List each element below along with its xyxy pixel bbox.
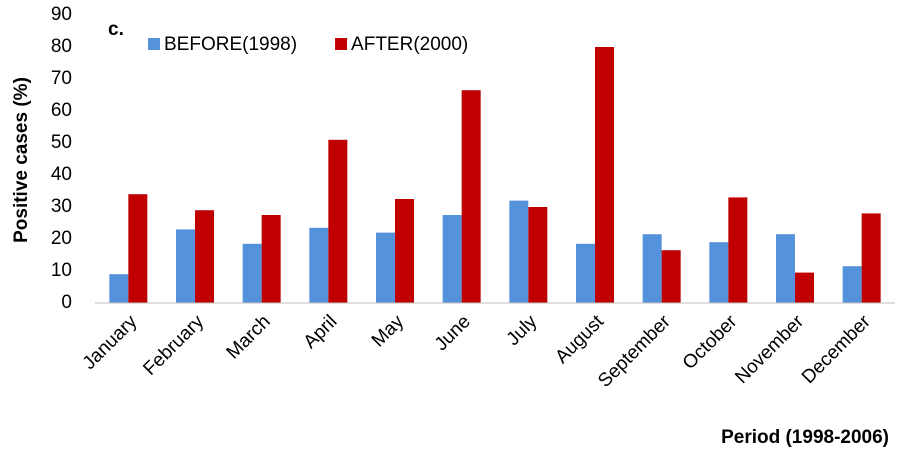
bar [242,243,262,303]
x-tick-label: July [503,311,542,350]
bar [442,215,462,303]
bar [395,199,414,303]
bar [861,213,881,303]
x-tick-label: October [679,311,742,374]
y-axis-label: Positive cases (%) [11,77,32,243]
legend-swatch [148,38,160,50]
y-tick-label: 90 [51,4,72,25]
bar [795,272,814,303]
bar [528,207,548,303]
bar [376,232,395,303]
x-tick-label: September [594,311,675,392]
bar [776,234,795,303]
bar [109,274,129,303]
x-tick-label: August [551,311,608,368]
x-tick-label: April [300,311,342,353]
bar [461,90,481,303]
bar [509,200,529,303]
y-tick-label: 40 [51,164,72,185]
y-tick-label: 10 [51,260,72,281]
x-tick-label: November [731,311,808,388]
bar [309,227,329,303]
y-tick-label: 70 [51,68,72,89]
bar [328,139,348,303]
y-tick-label: 0 [61,292,72,313]
bar [595,47,614,303]
y-tick-label: 80 [51,36,72,57]
bar [842,266,862,303]
x-tick-label: February [139,311,208,380]
legend-swatch [335,38,348,50]
x-tick-label: May [368,311,409,352]
x-tick-label: January [79,311,142,374]
y-tick-label: 50 [51,132,72,153]
panel-label: c. [108,19,124,40]
bar [709,242,729,303]
x-tick-label: March [223,311,275,363]
legend-label: AFTER(2000) [351,34,468,55]
x-tick-label: June [431,311,475,355]
y-tick-label: 30 [51,196,72,217]
x-axis-label: Period (1998-2006) [721,427,889,448]
bar [576,243,595,303]
bar [728,197,748,303]
bar [661,250,681,303]
bar [176,229,195,303]
bar [195,210,214,303]
x-tick-label: December [798,311,875,388]
bar [642,234,662,303]
bar [128,194,148,303]
legend-label: BEFORE(1998) [164,34,297,55]
y-tick-label: 20 [51,228,72,249]
bar [261,215,281,303]
y-tick-label: 60 [51,100,72,121]
